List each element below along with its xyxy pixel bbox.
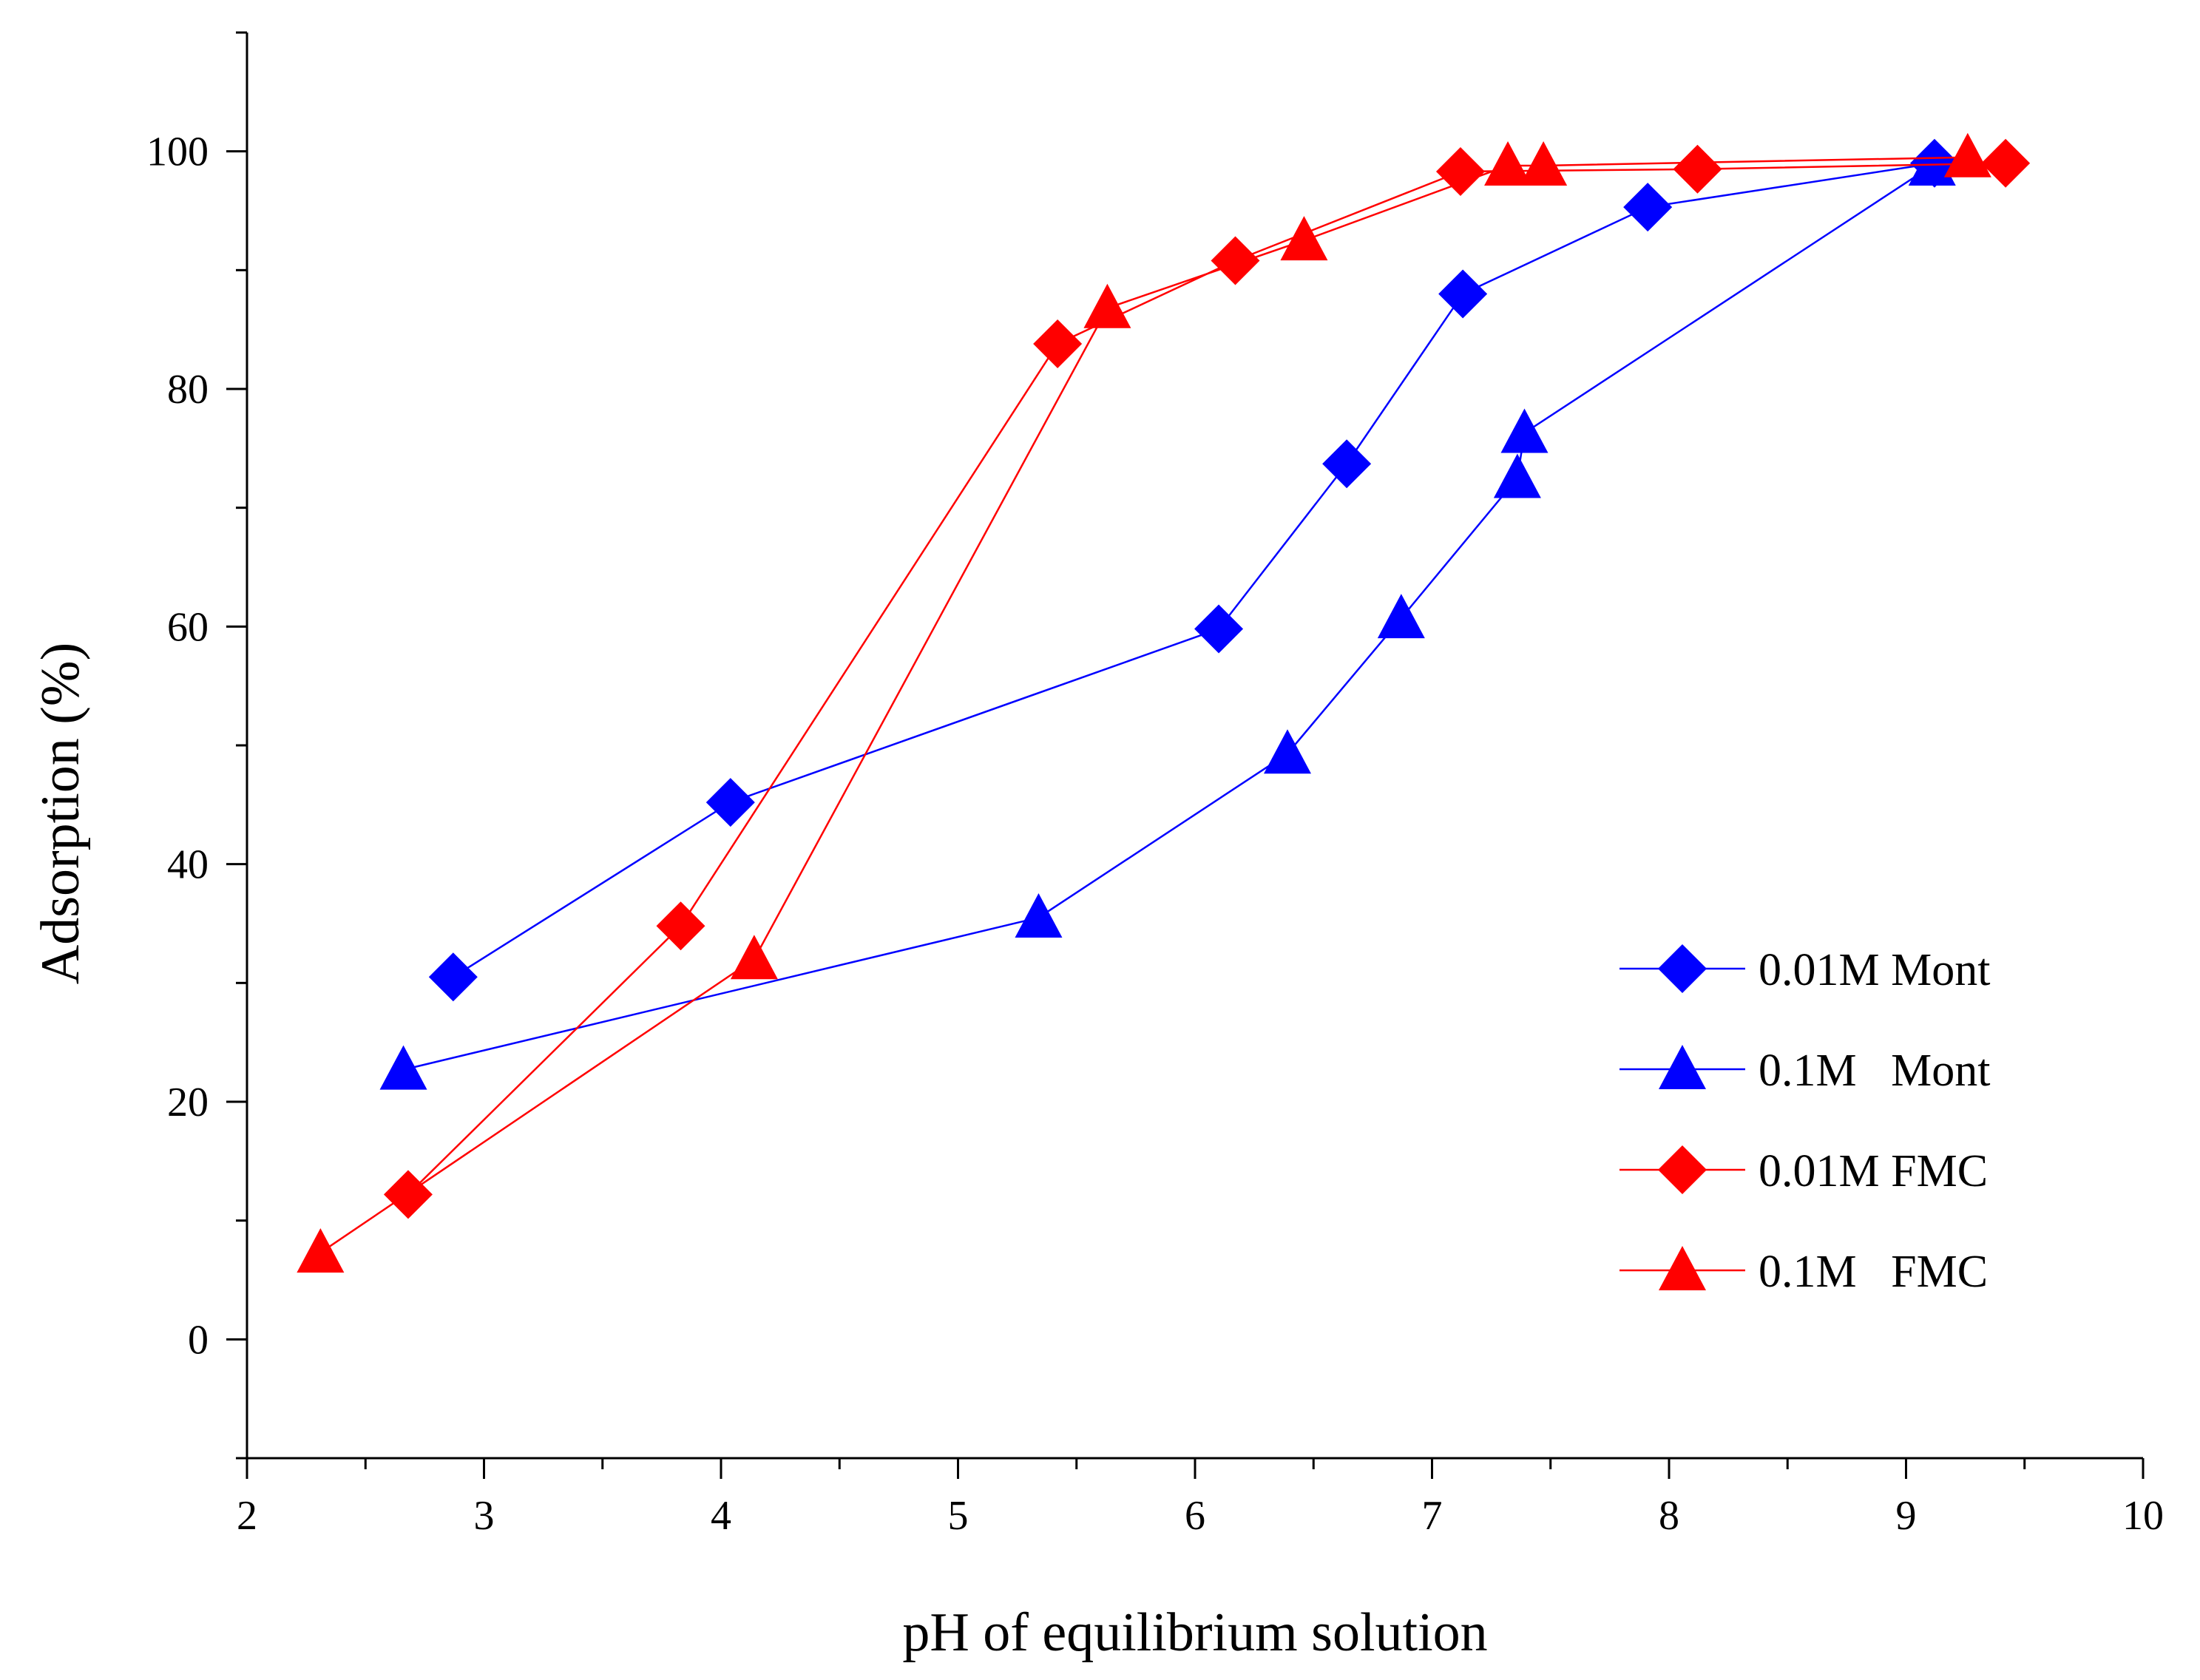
data-point xyxy=(1520,140,1568,186)
data-point xyxy=(1438,269,1488,319)
x-tick-label: 8 xyxy=(1659,1493,1679,1539)
legend-item: 0.01M FMC xyxy=(1619,1145,1988,1196)
data-point xyxy=(1493,453,1541,498)
legend-label: 0.01M Mont xyxy=(1759,945,1990,995)
data-point xyxy=(1500,408,1549,453)
y-axis-title: Adsorption (%) xyxy=(30,643,91,984)
y-tick-label: 20 xyxy=(167,1080,209,1125)
data-point xyxy=(1280,216,1328,261)
x-tick-label: 9 xyxy=(1896,1493,1917,1539)
data-point xyxy=(297,1228,345,1273)
legend-item: 0.01M Mont xyxy=(1619,944,1990,995)
x-tick-label: 2 xyxy=(237,1493,257,1539)
series-layer xyxy=(297,132,2031,1273)
data-point xyxy=(1033,319,1083,368)
x-axis-title: pH of equilibrium solution xyxy=(902,1602,1487,1663)
x-tick-label: 6 xyxy=(1185,1493,1205,1539)
data-point xyxy=(1083,283,1131,328)
legend-marker xyxy=(1659,1246,1706,1290)
series-line xyxy=(403,164,1933,1071)
x-tick-label: 5 xyxy=(948,1493,969,1539)
legend-label: 0.1M FMC xyxy=(1759,1247,1988,1297)
series-4 xyxy=(297,132,1991,1273)
series-line xyxy=(319,156,1968,1254)
y-tick-label: 100 xyxy=(146,129,209,175)
legend-marker xyxy=(1659,1045,1706,1089)
legend-item: 0.1M Mont xyxy=(1619,1045,1990,1096)
data-point xyxy=(383,1170,433,1219)
x-tick-label: 10 xyxy=(2122,1493,2164,1539)
data-point xyxy=(379,1045,427,1090)
series-3 xyxy=(383,138,2031,1219)
legend-item: 0.1M FMC xyxy=(1619,1246,1988,1297)
y-tick-label: 40 xyxy=(167,842,209,888)
data-point xyxy=(1263,729,1311,774)
y-tick-label: 60 xyxy=(167,604,209,650)
data-point xyxy=(428,952,478,1002)
data-point xyxy=(1484,140,1532,186)
legend: 0.01M Mont 0.1M Mont 0.01M FMC 0.1M FMC xyxy=(1619,944,1990,1297)
data-point xyxy=(1908,140,1956,186)
series-line xyxy=(453,162,1935,978)
data-point xyxy=(1211,236,1260,285)
series-1 xyxy=(428,138,1959,1002)
legend-label: 0.1M Mont xyxy=(1759,1046,1990,1096)
y-tick-label: 80 xyxy=(167,367,209,413)
x-tick-label: 3 xyxy=(474,1493,495,1539)
data-point xyxy=(1015,892,1063,938)
data-point xyxy=(1673,144,1722,194)
x-tick-label: 7 xyxy=(1422,1493,1443,1539)
data-point xyxy=(705,778,755,827)
legend-marker xyxy=(1658,1145,1707,1194)
data-point xyxy=(1981,138,2031,188)
data-point xyxy=(1623,183,1673,232)
data-point xyxy=(1377,594,1425,639)
data-point xyxy=(1435,146,1485,196)
legend-label: 0.01M FMC xyxy=(1759,1146,1988,1196)
data-point xyxy=(656,901,705,951)
data-point xyxy=(1943,132,1991,177)
legend-marker xyxy=(1658,944,1707,993)
series-2 xyxy=(379,140,1956,1090)
series-line xyxy=(407,162,2006,1196)
y-tick-label: 0 xyxy=(188,1317,209,1363)
data-point xyxy=(1322,439,1372,489)
data-point xyxy=(1194,604,1244,654)
x-tick-label: 4 xyxy=(711,1493,731,1539)
data-point xyxy=(730,935,778,980)
